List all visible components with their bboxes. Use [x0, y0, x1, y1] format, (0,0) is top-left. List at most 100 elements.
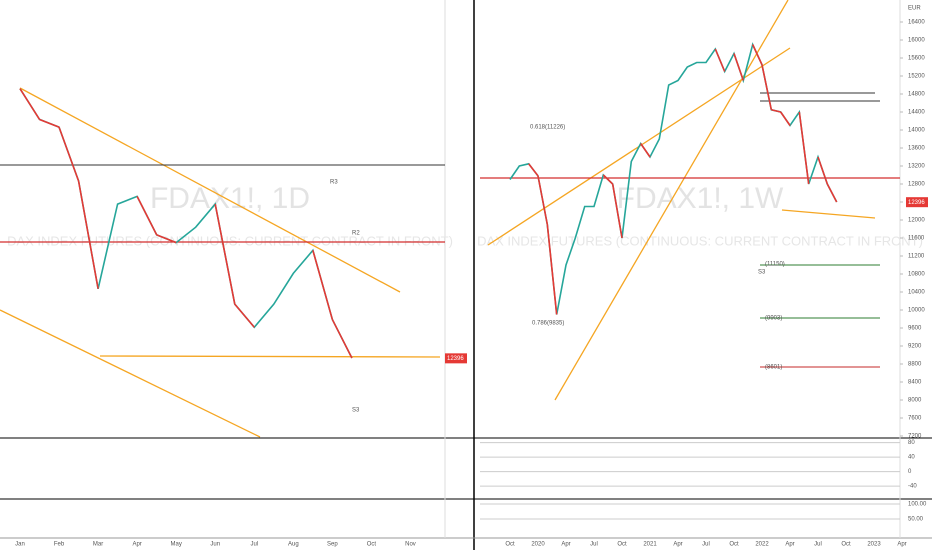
y-tick-label: 9600	[908, 326, 922, 332]
x-tick-label: Oct	[617, 542, 627, 548]
indicator-tick-label: 50.00	[908, 517, 924, 523]
down-segment	[537, 175, 549, 225]
y-tick-label: 15200	[908, 74, 925, 80]
down-segment	[761, 64, 773, 110]
down-segment	[714, 48, 726, 72]
watermark-subtitle: DAX INDEX FUTURES (CONTINUOUS: CURRENT C…	[477, 233, 923, 248]
x-tick-label: Aug	[288, 542, 299, 548]
last-price-label: 12396	[908, 200, 925, 206]
x-tick-label: Sep	[327, 542, 338, 548]
x-tick-label: Jul	[702, 542, 710, 548]
x-tick-label: May	[171, 542, 182, 548]
y-tick-label: 10800	[908, 272, 925, 278]
y-tick-label: 14400	[908, 110, 925, 116]
down-segment	[77, 180, 99, 289]
x-tick-label: Apr	[132, 542, 141, 548]
x-tick-label: 2021	[643, 542, 657, 548]
x-tick-label: Oct	[841, 542, 851, 548]
x-tick-label: Jun	[210, 542, 220, 548]
x-tick-label: Nov	[405, 542, 416, 548]
y-tick-label: 8800	[908, 362, 922, 368]
down-segment	[312, 250, 334, 320]
x-tick-label: Apr	[897, 542, 906, 548]
y-tick-label: 14800	[908, 92, 925, 98]
x-tick-label: Oct	[505, 542, 515, 548]
indicator-tick-label: 0	[908, 469, 912, 475]
y-tick-label: 7600	[908, 416, 922, 422]
indicator-tick-label: -40	[908, 484, 917, 490]
level-label: 0.618(11226)	[530, 125, 565, 131]
trendline	[0, 309, 261, 438]
down-segment	[546, 224, 558, 315]
down-segment	[798, 111, 810, 185]
trendline	[19, 87, 401, 293]
down-segment	[826, 183, 838, 203]
level-label: R3	[330, 180, 338, 186]
trendline	[554, 0, 789, 401]
x-tick-label: 2023	[867, 542, 881, 548]
down-segment	[771, 108, 781, 113]
x-tick-label: 2020	[531, 542, 545, 548]
y-tick-label: 10000	[908, 308, 925, 314]
down-segment	[528, 163, 539, 177]
x-tick-label: Mar	[93, 542, 103, 548]
indicator-tick-label: 100.00	[908, 502, 927, 508]
down-segment	[331, 319, 353, 359]
x-tick-label: Oct	[367, 542, 377, 548]
down-segment	[19, 88, 41, 120]
down-segment	[136, 196, 158, 236]
x-tick-label: Oct	[729, 542, 739, 548]
down-segment	[156, 234, 177, 244]
down-segment	[39, 118, 60, 128]
down-segment	[733, 53, 745, 81]
y-tick-label: 8400	[908, 380, 922, 386]
y-tick-label: 7200	[908, 434, 922, 440]
x-tick-label: Feb	[54, 542, 65, 548]
y-tick-label: 16400	[908, 20, 925, 26]
down-segment	[817, 156, 829, 185]
watermark-title: FDAX1!, 1W	[617, 182, 784, 215]
x-tick-label: 2022	[755, 542, 769, 548]
down-segment	[234, 303, 255, 328]
x-tick-label: Apr	[785, 542, 794, 548]
level-label: S3	[352, 408, 360, 414]
level-label: (11150)	[765, 262, 785, 268]
level-label: (8601)	[765, 365, 782, 371]
last-price-label: 12396	[447, 356, 464, 362]
level-label: R2	[352, 231, 360, 237]
y-tick-label: 14000	[908, 128, 925, 134]
x-tick-label: Apr	[561, 542, 570, 548]
y-tick-label: 8000	[908, 398, 922, 404]
y-tick-label: 13200	[908, 164, 925, 170]
trendline	[781, 209, 876, 219]
x-tick-label: Jan	[15, 542, 25, 548]
last-price-box	[445, 353, 467, 364]
down-segment	[640, 143, 651, 158]
indicator-tick-label: 40	[908, 455, 915, 461]
down-segment	[780, 111, 791, 126]
down-segment	[58, 126, 80, 182]
level-label: S3	[758, 270, 766, 276]
y-tick-label: 12800	[908, 182, 925, 188]
level-label: (9903)	[765, 316, 782, 322]
y-tick-label: 9200	[908, 344, 922, 350]
level-label: 0.786(9835)	[532, 321, 564, 327]
y-axis-label: EUR	[908, 6, 921, 12]
x-tick-label: Apr	[673, 542, 682, 548]
y-tick-label: 12000	[908, 218, 925, 224]
down-segment	[214, 203, 236, 305]
x-tick-label: Jul	[250, 542, 258, 548]
down-segment	[611, 183, 623, 239]
y-tick-label: 11200	[908, 254, 925, 260]
watermark-subtitle: DAX INDEX FUTURES (CONTINUOUS: CURRENT C…	[7, 233, 453, 248]
y-tick-label: 13600	[908, 146, 925, 152]
x-tick-label: Jul	[590, 542, 598, 548]
y-tick-label: 15600	[908, 56, 925, 62]
watermark-title: FDAX1!, 1D	[150, 182, 310, 215]
x-tick-label: Jul	[814, 542, 822, 548]
y-tick-label: 10400	[908, 290, 925, 296]
y-tick-label: 16000	[908, 38, 925, 44]
trendline	[99, 355, 441, 358]
